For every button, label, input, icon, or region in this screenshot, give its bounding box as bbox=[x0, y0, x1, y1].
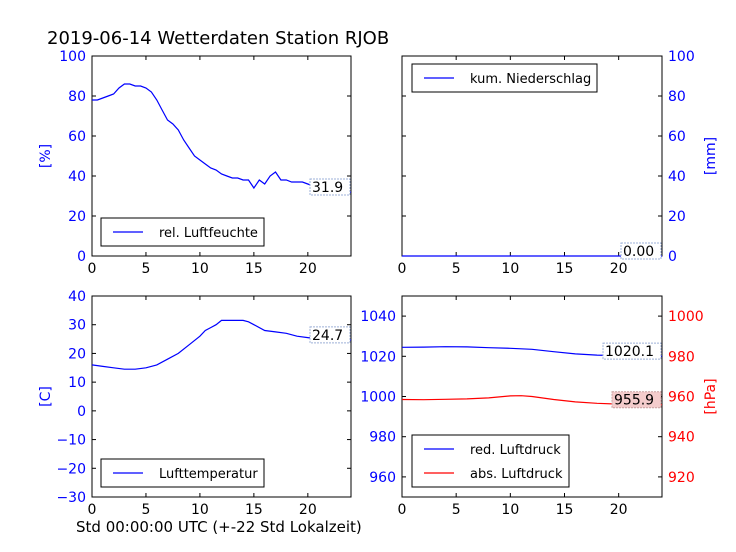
x-tick-label: 15 bbox=[245, 502, 263, 518]
x-tick-label: 5 bbox=[452, 502, 461, 518]
y-axis-label: [hPa] bbox=[703, 378, 719, 414]
x-tick-label: 20 bbox=[610, 261, 628, 277]
x-tick-label: 15 bbox=[245, 261, 263, 277]
x-tick-label: 20 bbox=[299, 502, 317, 518]
series-line-0 bbox=[91, 319, 352, 370]
legend-label: kum. Niederschlag bbox=[470, 72, 591, 87]
panel-bottom-right: 0 5 10 15 20 960 980 1000 1020 1040 920 940 960 980 10… bbox=[360, 295, 719, 518]
y-tick-label: 980 bbox=[369, 430, 396, 446]
x-tick-label: 15 bbox=[556, 502, 574, 518]
x-tick-label: 0 bbox=[88, 502, 97, 518]
y-tick-label: 30 bbox=[68, 318, 86, 334]
end-value-box bbox=[602, 342, 662, 360]
y-tick-label: −30 bbox=[56, 490, 86, 506]
y-right-tick-label: 40 bbox=[668, 169, 686, 185]
x-tick-label: 15 bbox=[556, 261, 574, 277]
legend-label: rel. Luftfeuchte bbox=[159, 226, 258, 241]
y-right-tick-label: 960 bbox=[668, 390, 695, 406]
y-right-tick-label: 1000 bbox=[668, 309, 704, 325]
y-right-tick-label: 940 bbox=[668, 430, 695, 446]
x-tick-label: 0 bbox=[88, 261, 97, 277]
y-right-tick-label: 0 bbox=[668, 249, 677, 265]
end-value-box bbox=[309, 178, 351, 196]
x-tick-label: 10 bbox=[191, 261, 209, 277]
plot-frame bbox=[91, 55, 352, 257]
series-line-0 bbox=[92, 83, 351, 193]
y-tick-label: 40 bbox=[68, 289, 86, 305]
x-tick-label: 0 bbox=[398, 261, 407, 277]
y-tick-label: 20 bbox=[68, 209, 86, 225]
x-tick-label: 20 bbox=[299, 261, 317, 277]
end-value-box bbox=[611, 391, 662, 409]
x-axis-label: Std 00:00:00 UTC (+-22 Std Lokalzeit) bbox=[76, 518, 362, 536]
end-value-label: 955.9 bbox=[614, 393, 654, 409]
end-value-label: 31.9 bbox=[312, 180, 343, 196]
y-axis-label: [%] bbox=[38, 144, 54, 168]
y-right-tick-label: 100 bbox=[668, 49, 695, 65]
y-tick-label: 100 bbox=[59, 49, 86, 65]
y-tick-label: −10 bbox=[56, 433, 86, 449]
y-tick-label: 10 bbox=[68, 375, 86, 391]
y-right-tick-label: 80 bbox=[668, 89, 686, 105]
y-right-tick-label: 980 bbox=[668, 349, 695, 365]
x-tick-label: 5 bbox=[141, 502, 150, 518]
panel-top-left: 0 5 10 15 20 0 20 40 60 80 100 [%] 31.9 rel. Luftfeuc… bbox=[38, 49, 352, 277]
plot-frame bbox=[91, 295, 352, 498]
end-value-label: 24.7 bbox=[312, 328, 343, 344]
x-tick-label: 10 bbox=[501, 261, 519, 277]
y-tick-label: 1040 bbox=[360, 309, 396, 325]
legend-label: red. Luftdruck bbox=[470, 443, 561, 458]
y-axis-label: [mm] bbox=[703, 137, 719, 175]
y-tick-label: 20 bbox=[68, 346, 86, 362]
x-tick-label: 10 bbox=[191, 502, 209, 518]
y-tick-label: 80 bbox=[68, 89, 86, 105]
y-tick-label: 0 bbox=[77, 249, 86, 265]
y-tick-label: 1000 bbox=[360, 390, 396, 406]
legend-label: Lufttemperatur bbox=[159, 467, 258, 482]
x-tick-label: 10 bbox=[501, 502, 519, 518]
end-value-label: 0.00 bbox=[623, 244, 654, 260]
panel-top-right: 0 5 10 15 20 0 20 40 60 80 100 [mm] 0.00 kum. Nieders… bbox=[398, 49, 719, 277]
y-tick-label: 40 bbox=[68, 169, 86, 185]
y-tick-label: 1020 bbox=[360, 349, 396, 365]
x-tick-label: 0 bbox=[398, 502, 407, 518]
y-tick-label: −20 bbox=[56, 461, 86, 477]
panel-bottom-left: 0 5 10 15 20 −30 −20 −10 0 10 20 30 40 [C] 24.7 Lufttem… bbox=[38, 289, 352, 518]
end-value-box bbox=[620, 242, 662, 260]
y-tick-label: 960 bbox=[369, 470, 396, 486]
x-tick-label: 5 bbox=[141, 261, 150, 277]
x-tick-label: 5 bbox=[452, 261, 461, 277]
y-tick-label: 0 bbox=[77, 404, 86, 420]
legend-box bbox=[411, 434, 570, 488]
y-tick-label: 60 bbox=[68, 129, 86, 145]
end-value-label: 1020.1 bbox=[605, 344, 654, 360]
figure-title: 2019-06-14 Wetterdaten Station RJOB bbox=[47, 28, 389, 49]
y-right-tick-label: 60 bbox=[668, 129, 686, 145]
end-value-box bbox=[309, 326, 351, 344]
x-tick-label: 20 bbox=[610, 502, 628, 518]
y-axis-label: [C] bbox=[38, 386, 54, 407]
y-right-tick-label: 920 bbox=[668, 470, 695, 486]
y-right-tick-label: 20 bbox=[668, 209, 686, 225]
legend-label: abs. Luftdruck bbox=[470, 467, 563, 482]
